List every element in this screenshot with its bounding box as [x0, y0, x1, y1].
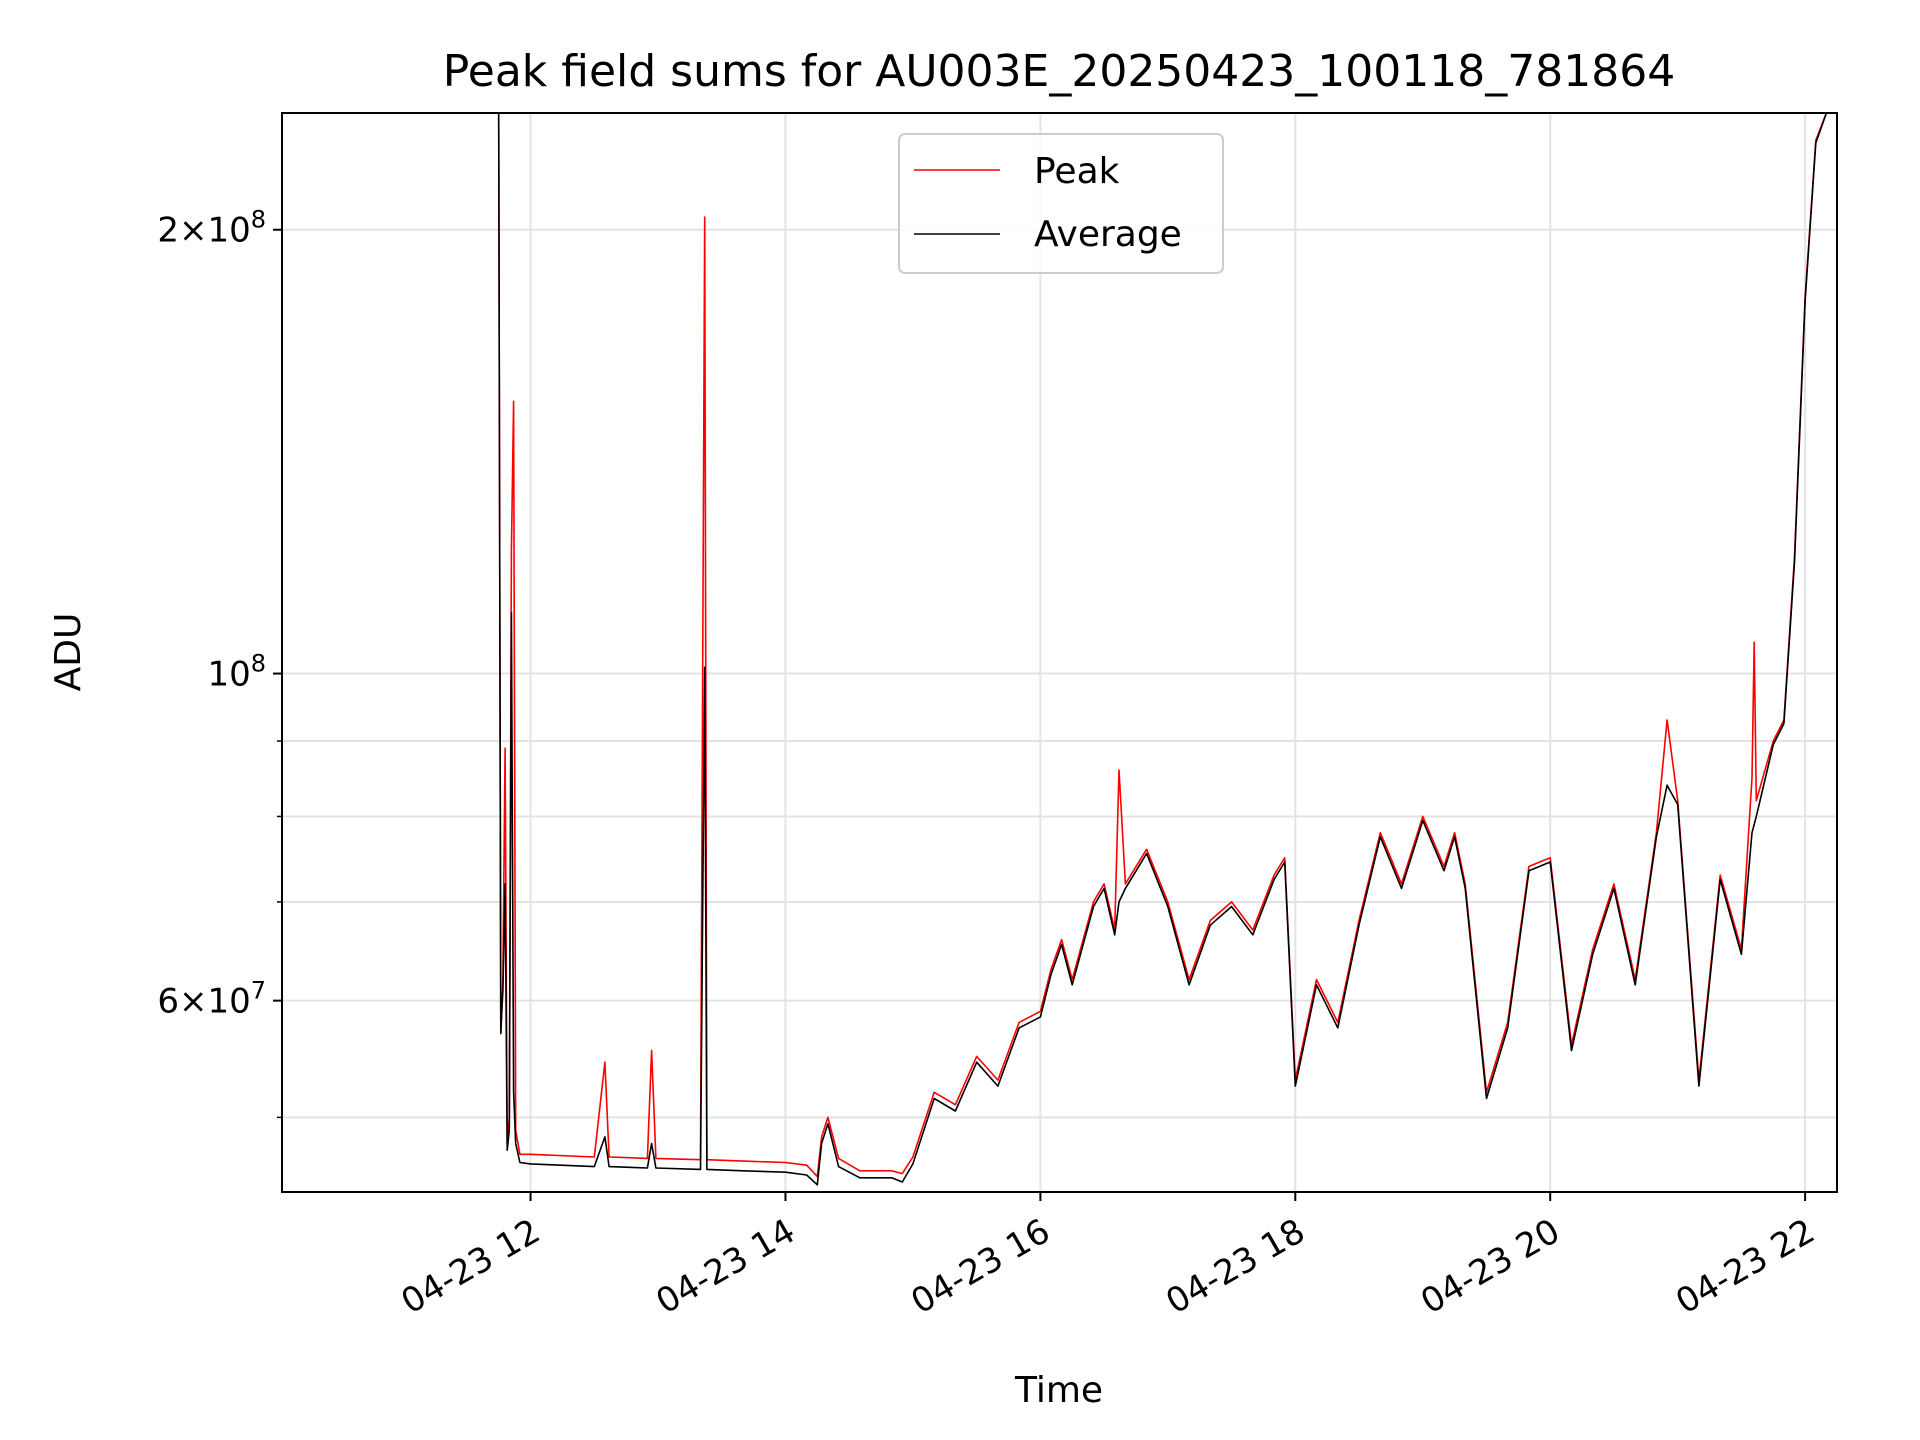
x-tick-label: 04-23 22 [1669, 1211, 1821, 1322]
plot-area-frame [281, 112, 1838, 1193]
x-tick-label: 04-23 18 [1159, 1211, 1311, 1322]
x-tick-label: 04-23 20 [1414, 1211, 1566, 1322]
x-tick-label: 04-23 12 [395, 1211, 547, 1322]
x-axis: 04-23 12 04-23 14 04-23 16 04-23 18 04-23 20… [395, 1192, 1822, 1322]
legend: Peak Average [898, 133, 1224, 274]
x-tick-label: 04-23 16 [904, 1211, 1056, 1322]
y-tick-label: 6×107 [157, 977, 266, 1022]
series-line-average [282, 112, 1828, 1186]
legend-label-peak: Peak [1034, 151, 1120, 192]
y-tick-label: 2×108 [157, 206, 266, 251]
legend-label-average: Average [1034, 214, 1182, 255]
x-axis-label: Time [1014, 1370, 1103, 1411]
y-axis-label: ADU [48, 613, 89, 692]
series-lines [282, 112, 1828, 1186]
x-tick-label: 04-23 14 [650, 1211, 802, 1322]
y-tick-label: 108 [207, 650, 266, 695]
legend-box [898, 133, 1224, 274]
y-axis: 6×107 108 2×108 [157, 206, 282, 1119]
chart-title: Peak field sums for AU003E_20250423_1001… [443, 46, 1675, 97]
